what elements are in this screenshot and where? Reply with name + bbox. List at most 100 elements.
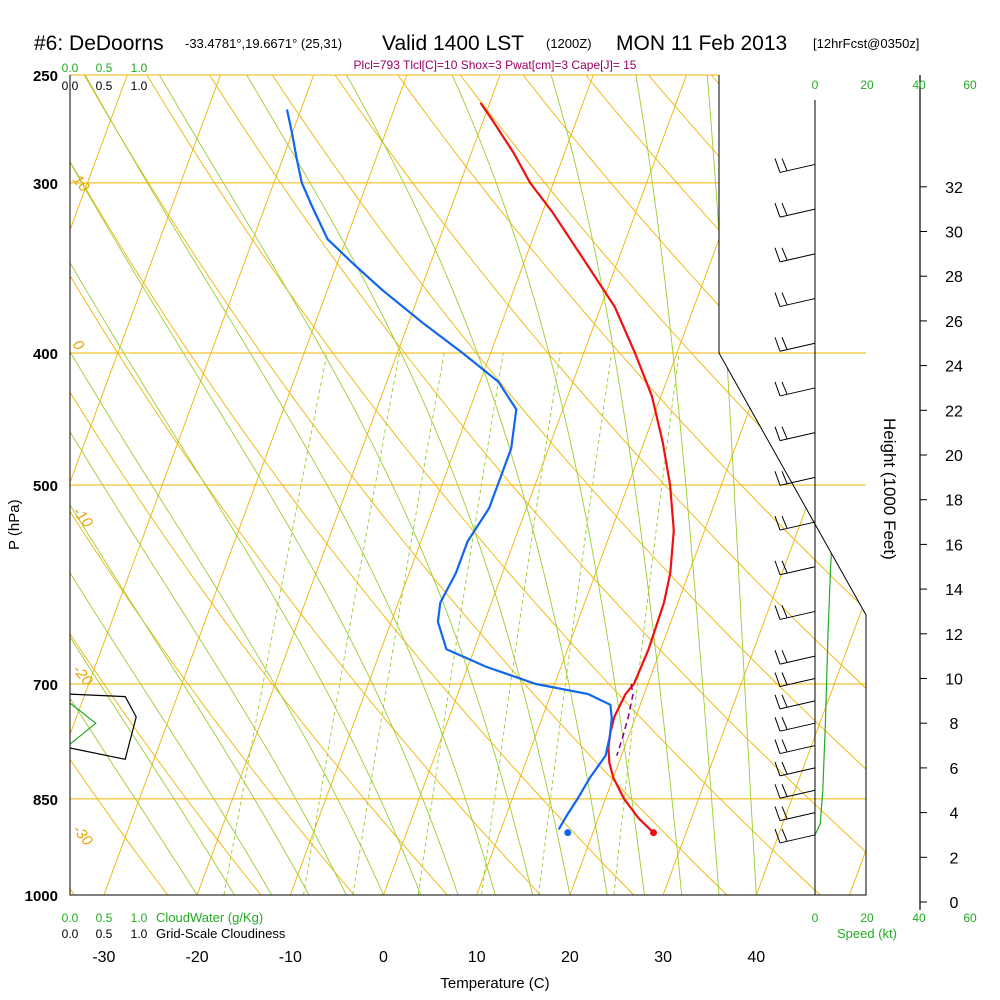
isotherm-label: -20 (69, 662, 96, 690)
cloudiness-label: Grid-Scale Cloudiness (156, 926, 286, 941)
speed-tick-label: 60 (963, 78, 977, 92)
wind-barb-flag (781, 717, 788, 730)
scale-tick-label: 0.0 (62, 79, 79, 93)
height-tick-label: 20 (945, 448, 963, 465)
forecast-tag: [12hrFcst@0350z] (813, 36, 919, 51)
temperature-tick-label: 10 (468, 949, 486, 966)
wind-barb-flag (781, 292, 788, 305)
cloudiness-curve (70, 693, 137, 761)
dry-adiabat-line (397, 75, 866, 895)
dry-adiabat-line (70, 75, 635, 895)
wind-barb-flag (774, 292, 781, 307)
cloudwater-label: CloudWater (g/Kg) (156, 910, 263, 925)
wind-barb (774, 694, 816, 710)
wind-barb-staff (779, 767, 816, 777)
cloud-scales: 0.0 0.5 1.00.0 0.5 1.00.0 0.5 1.00.0 0.5 1.00 20 4… (62, 61, 977, 941)
wind-barb-flag (774, 739, 781, 754)
wind-barb (774, 247, 816, 263)
wind-barb-staff (779, 342, 816, 352)
wind-barb-staff (779, 722, 816, 732)
mixing-ratio-label: 12 (529, 902, 548, 921)
temperature-tick-label: 30 (654, 949, 672, 966)
moist-adiabat-line (70, 75, 384, 895)
pressure-tick-label: 400 (33, 346, 58, 363)
mixing-ratio-line (538, 352, 613, 895)
wind-barb (774, 828, 816, 844)
wind-barb-staff (779, 789, 816, 799)
wind-barb-flag (781, 202, 788, 216)
height-tick-label: 6 (950, 761, 959, 778)
wind-barb-flag (774, 381, 781, 397)
wind-barb-flag (781, 784, 788, 797)
height-axis-label: Height (1000 Feet) (880, 418, 899, 560)
wind-barb-staff (779, 812, 816, 822)
wind-barb-flag (774, 806, 781, 821)
wind-barb-flag (774, 515, 781, 531)
wind-barb-flag (774, 202, 781, 218)
wind-barb-flag (781, 649, 788, 663)
scale-tick-label: 0.5 (96, 911, 113, 925)
dry-adiabat-line (962, 75, 1000, 895)
scale-tick-label: 0.0 (62, 911, 79, 925)
mixing-ratio-label: 5 (411, 905, 427, 918)
scale-tick-label: 0.5 (96, 927, 113, 941)
wind-barb-flag (774, 560, 781, 575)
wind-barbs (774, 158, 816, 844)
speed-tick-label: 40 (912, 911, 926, 925)
height-tick-label: 10 (945, 672, 963, 689)
wind-barb-flag (774, 672, 781, 687)
speed-tick-label: 0 (812, 78, 819, 92)
y-axis-label: P (hPa) (6, 499, 23, 550)
height-tick-label: 30 (945, 225, 963, 242)
dry-adiabat-line (460, 75, 866, 895)
wind-barb-staff (779, 432, 816, 442)
wind-barb-flag (774, 694, 781, 710)
wind-barb (774, 717, 816, 732)
moist-adiabat-line (70, 75, 198, 895)
wind-barb-staff (779, 834, 816, 844)
temperature-tick-label: -30 (92, 949, 115, 966)
isotherm-label: 0 (69, 337, 88, 355)
forecast-date: MON 11 Feb 2013 (616, 32, 787, 55)
wind-barb-flag (781, 761, 788, 775)
dry-adiabat-line (70, 75, 169, 895)
isotherm-line (70, 75, 128, 895)
cloud-water-curve (70, 702, 97, 745)
height-tick-label: 14 (945, 582, 963, 599)
wind-barb-staff (779, 387, 816, 397)
pressure-tick-label: 850 (33, 792, 58, 809)
wind-barb-flag (774, 605, 781, 620)
wind-barb-flag (774, 649, 781, 665)
temperature-tick-label: 0 (379, 949, 388, 966)
wind-barb-flag (781, 381, 788, 395)
dry-adiabat-line (70, 75, 448, 895)
wind-barb-flag (781, 560, 788, 573)
wind-barb (774, 381, 816, 397)
dry-adiabat-line (146, 75, 821, 895)
speed-label: Speed (kt) (837, 926, 897, 941)
mixing-ratio-line (223, 352, 328, 895)
temperature-tick-label: 20 (561, 949, 579, 966)
wind-barb-staff (779, 476, 816, 486)
height-tick-label: 24 (945, 359, 963, 376)
scale-tick-label: 0.5 (96, 79, 113, 93)
temperature-profile (479, 102, 675, 834)
moist-adiabat-line (84, 75, 496, 895)
mixing-ratio-label: 20 (604, 902, 623, 922)
mixing-ratio-label: 2 (296, 905, 312, 919)
pressure-tick-label: 1000 (25, 888, 58, 905)
speed-tick-label: 0 (812, 911, 819, 925)
wind-barb (774, 739, 816, 755)
wind-barb-flag (774, 784, 781, 799)
surface-dewpoint-point (564, 829, 572, 837)
wind-barb (774, 806, 816, 822)
dry-adiabat-line (209, 75, 866, 895)
scale-tick-label: 1.0 (131, 61, 148, 75)
temperature-tick-label: -10 (279, 949, 302, 966)
wind-barb-staff (779, 298, 816, 308)
moist-adiabat-line (70, 75, 235, 895)
wind-barb-flag (774, 717, 781, 732)
surface-temperature-point (650, 829, 658, 837)
